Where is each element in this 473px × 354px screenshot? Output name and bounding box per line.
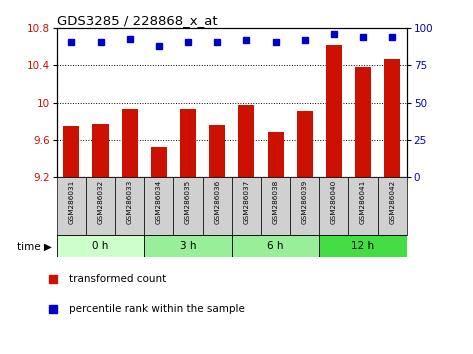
Bar — [238, 105, 254, 177]
Bar — [180, 109, 196, 177]
Text: GDS3285 / 228868_x_at: GDS3285 / 228868_x_at — [57, 14, 218, 27]
Bar — [57, 177, 86, 235]
Bar — [93, 124, 108, 177]
Bar — [174, 177, 202, 235]
Text: GSM286039: GSM286039 — [302, 179, 308, 224]
Bar — [355, 67, 371, 177]
Bar — [209, 125, 225, 177]
Text: GSM286036: GSM286036 — [214, 179, 220, 224]
Bar — [115, 177, 144, 235]
Text: percentile rank within the sample: percentile rank within the sample — [70, 304, 245, 314]
Text: 12 h: 12 h — [351, 241, 375, 251]
Bar — [232, 235, 319, 257]
Bar — [57, 235, 144, 257]
Bar — [377, 177, 407, 235]
Text: 6 h: 6 h — [267, 241, 284, 251]
Bar — [86, 177, 115, 235]
Text: transformed count: transformed count — [70, 274, 166, 284]
Bar — [319, 235, 407, 257]
Text: GSM286037: GSM286037 — [243, 179, 249, 224]
Text: GSM286035: GSM286035 — [185, 179, 191, 224]
Text: GSM286042: GSM286042 — [389, 179, 395, 224]
Bar — [261, 177, 290, 235]
Text: GSM286031: GSM286031 — [68, 179, 74, 224]
Text: GSM286034: GSM286034 — [156, 179, 162, 224]
Text: GSM286040: GSM286040 — [331, 179, 337, 224]
Text: GSM286033: GSM286033 — [127, 179, 133, 224]
Text: 0 h: 0 h — [92, 241, 109, 251]
Bar — [232, 177, 261, 235]
Bar — [290, 177, 319, 235]
Bar — [326, 45, 342, 177]
Text: GSM286032: GSM286032 — [97, 179, 104, 224]
Bar — [122, 109, 138, 177]
Text: GSM286038: GSM286038 — [272, 179, 279, 224]
Bar — [384, 59, 400, 177]
Text: 3 h: 3 h — [180, 241, 196, 251]
Bar — [144, 177, 174, 235]
Bar — [268, 132, 283, 177]
Bar — [144, 235, 232, 257]
Bar — [297, 111, 313, 177]
Text: time ▶: time ▶ — [17, 241, 52, 251]
Bar — [202, 177, 232, 235]
Bar — [63, 126, 79, 177]
Text: GSM286041: GSM286041 — [360, 179, 366, 224]
Bar — [319, 177, 349, 235]
Bar — [349, 177, 377, 235]
Bar — [151, 147, 167, 177]
